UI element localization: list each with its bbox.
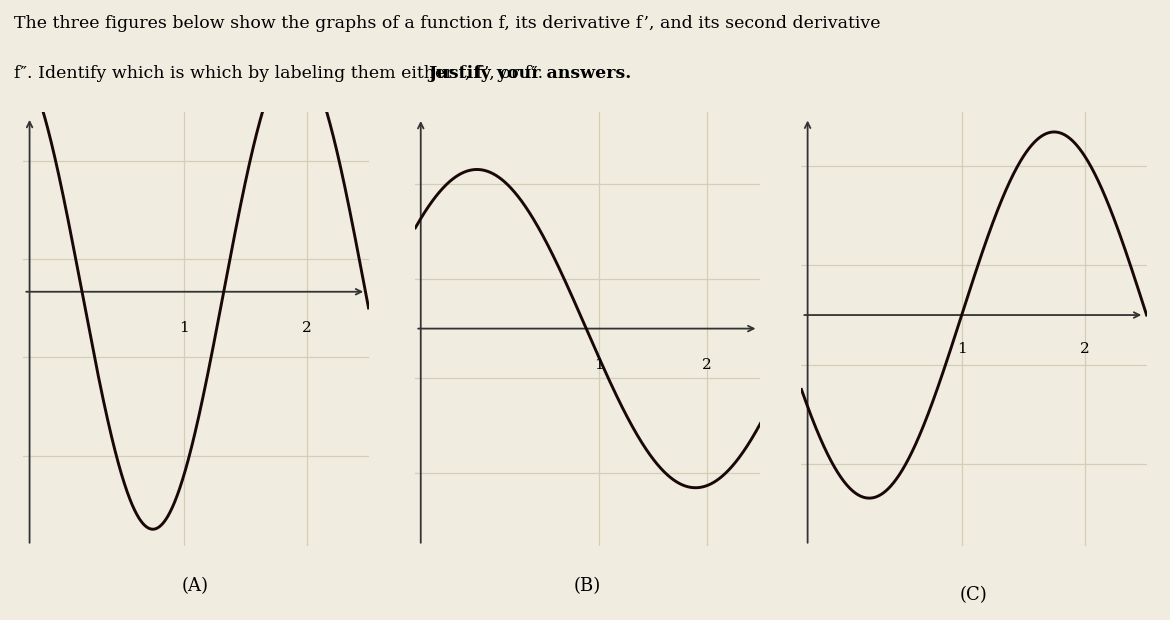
Text: Justify your answers.: Justify your answers. xyxy=(428,65,632,82)
Text: f″. Identify which is which by labeling them either f, f’, or f″.: f″. Identify which is which by labeling … xyxy=(14,65,549,82)
Text: 2: 2 xyxy=(302,321,311,335)
Text: (B): (B) xyxy=(573,577,601,595)
Text: 2: 2 xyxy=(702,358,711,371)
Text: 1: 1 xyxy=(957,342,966,356)
Text: 1: 1 xyxy=(594,358,604,371)
Text: (A): (A) xyxy=(181,577,209,595)
Text: The three figures below show the graphs of a function f, its derivative f’, and : The three figures below show the graphs … xyxy=(14,16,881,32)
Text: (C): (C) xyxy=(959,586,987,604)
Text: 2: 2 xyxy=(1080,342,1089,356)
Text: 1: 1 xyxy=(179,321,188,335)
